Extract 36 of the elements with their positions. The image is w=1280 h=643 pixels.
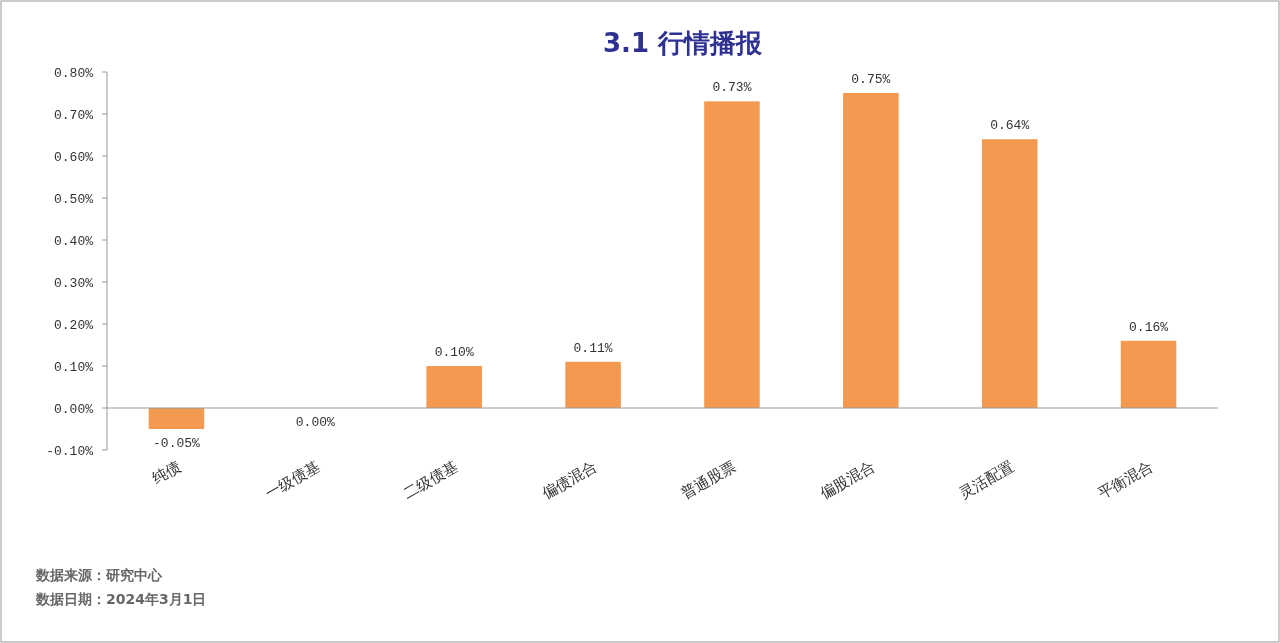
bar <box>148 408 205 429</box>
data-label: -0.05% <box>153 436 201 451</box>
data-label: 0.73% <box>712 80 752 96</box>
bar <box>426 366 482 408</box>
bar <box>843 93 899 408</box>
y-tick-label: 0.20% <box>53 317 94 333</box>
text: 数据日期：2024年3月1日 <box>35 591 207 607</box>
data-label: 0.75% <box>851 72 891 87</box>
x-tick-label: 一级债基 <box>261 456 323 503</box>
y-tick-label: 0.50% <box>53 191 94 207</box>
data-label: 0.10% <box>434 345 474 360</box>
y-tick-label: 0.60% <box>53 149 94 165</box>
y-tick-label: 0.10% <box>53 359 94 375</box>
x-tick-label: 偏债混合 <box>539 456 601 503</box>
bar <box>704 101 760 408</box>
x-tick-label: 灵活配置 <box>955 456 1017 503</box>
x-tick-label: 纯债 <box>148 456 184 488</box>
x-tick-label: 二级债基 <box>400 456 462 503</box>
data-label: 0.11% <box>573 340 613 356</box>
y-tick-label: 0.40% <box>53 233 94 249</box>
chart-title: 3.1 行情播报 <box>602 28 764 58</box>
bar <box>1120 340 1177 408</box>
y-tick-label: 0.00% <box>53 401 94 417</box>
bar <box>981 139 1038 408</box>
y-tick-label: 0.30% <box>53 275 94 291</box>
source-note: 数据来源：研究中心 <box>35 567 163 583</box>
y-tick-label: 0.70% <box>53 107 94 123</box>
x-tick-label: 普通股票 <box>678 456 740 503</box>
x-tick-label: 偏股混合 <box>817 456 879 503</box>
x-tick-label: 平衡混合 <box>1094 456 1156 503</box>
y-tick-label: 0.80% <box>53 65 94 81</box>
bar <box>565 361 621 408</box>
data-label: 0.64% <box>990 118 1030 134</box>
y-tick-label: -0.10% <box>46 443 94 459</box>
data-label: 0.16% <box>1129 319 1169 335</box>
data-label: 0.00% <box>295 415 336 430</box>
